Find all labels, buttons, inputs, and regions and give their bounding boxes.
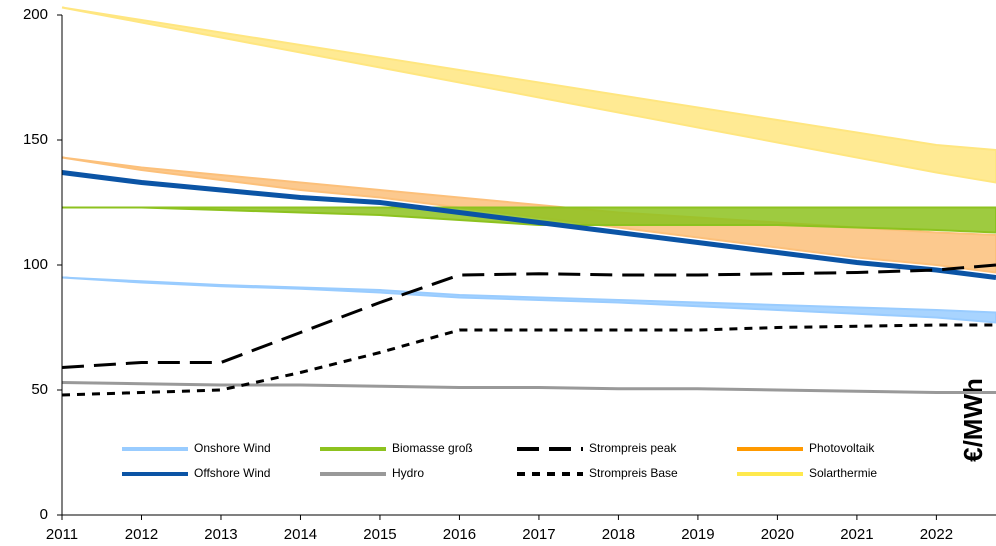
legend-item: Solarthermie <box>737 466 877 480</box>
legend-item: Strompreis peak <box>517 441 677 455</box>
y-tick-label: 0 <box>40 506 48 523</box>
legend-item: Hydro <box>320 466 424 480</box>
x-tick-label: 2020 <box>761 526 794 543</box>
x-tick-label: 2016 <box>443 526 476 543</box>
legend-label: Strompreis Base <box>589 466 678 480</box>
x-tick-label: 2012 <box>125 526 158 543</box>
x-tick-label: 2018 <box>602 526 635 543</box>
series-line <box>61 263 996 369</box>
series-line <box>61 381 996 394</box>
legend-label: Hydro <box>392 466 424 480</box>
x-tick-label: 2015 <box>363 526 396 543</box>
band <box>61 276 996 324</box>
y-tick-label: 150 <box>23 131 48 148</box>
series-line <box>61 170 996 280</box>
legend-item: Biomasse groß <box>320 441 473 455</box>
legend-label: Photovoltaik <box>809 441 875 455</box>
legend-item: Photovoltaik <box>737 441 875 455</box>
x-tick-label: 2014 <box>284 526 317 543</box>
series-line <box>61 323 996 397</box>
y-tick-label: 50 <box>31 381 48 398</box>
legend-item: Strompreis Base <box>517 466 678 480</box>
legend-item: Onshore Wind <box>122 441 271 455</box>
legend-label: Biomasse groß <box>392 441 473 455</box>
x-tick-label: 2019 <box>681 526 714 543</box>
legend-label: Strompreis peak <box>589 441 677 455</box>
y-axis-label: €/MWh <box>958 378 988 462</box>
legend-item: Offshore Wind <box>122 466 270 480</box>
legend-label: Solarthermie <box>809 466 877 480</box>
y-tick-label: 100 <box>23 256 48 273</box>
y-tick-label: 200 <box>23 6 48 23</box>
band <box>61 6 996 184</box>
legend-label: Onshore Wind <box>194 441 271 455</box>
x-tick-label: 2021 <box>840 526 873 543</box>
x-tick-label: 2017 <box>522 526 555 543</box>
x-tick-label: 2022 <box>920 526 953 543</box>
x-tick-label: 2013 <box>204 526 237 543</box>
legend-label: Offshore Wind <box>194 466 270 480</box>
x-tick-label: 2011 <box>46 526 78 543</box>
